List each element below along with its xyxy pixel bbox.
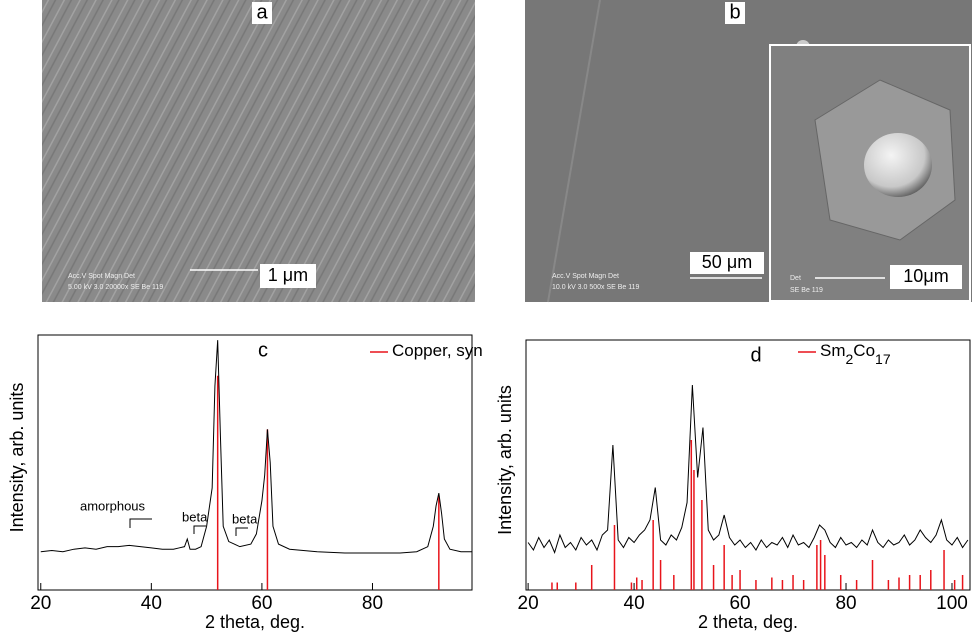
panel-label: c (258, 339, 268, 361)
x-tick-label: 40 (141, 593, 162, 614)
sem-info: Acc.V Spot Magn Det (552, 273, 619, 280)
pattern-line (40, 340, 472, 554)
panel-label: b (729, 1, 740, 23)
pattern-line (527, 384, 969, 554)
scale-box (890, 265, 962, 289)
x-tick-label: 80 (362, 593, 383, 614)
y-axis-label: Intensity, arb. units (495, 385, 515, 535)
x-tick-label: 100 (936, 593, 968, 614)
scale-box (260, 264, 316, 288)
x-tick-label: 80 (835, 593, 856, 614)
arrow (193, 525, 206, 534)
sem-image-b: b Acc.V Spot Magn Det 10.0 kV 3.0 500x S… (525, 0, 972, 303)
scale-label: 10μm (903, 266, 948, 286)
plot-frame (37, 334, 473, 591)
panel-label: d (750, 344, 761, 366)
sem-info: Acc.V Spot Magn Det (68, 273, 135, 280)
annotation: beta (232, 511, 258, 526)
annotation: beta (182, 509, 208, 524)
legend-label: Copper, syn (392, 341, 483, 360)
x-tick-label: 60 (729, 593, 750, 614)
x-tick-label: 20 (30, 593, 51, 614)
sem-info: Det (790, 275, 801, 282)
x-tick-label: 60 (251, 593, 272, 614)
scale-label: 1 μm (268, 265, 308, 285)
sem-info: SE Be 119 (790, 287, 823, 294)
sem-info: 10.0 kV 3.0 500x SE Be 119 (552, 284, 640, 291)
arrow (129, 518, 152, 528)
label-box (725, 2, 745, 24)
sem-info: 5.00 kV 3.0 20000x SE Be 119 (68, 284, 163, 291)
scale-label: 50 μm (702, 252, 752, 272)
x-tick-label: 40 (624, 593, 645, 614)
y-axis-label: Intensity, arb. units (7, 383, 27, 533)
x-axis-label: 2 theta, deg. (205, 612, 305, 632)
annotation-arrows (129, 518, 248, 536)
scratch (547, 0, 601, 303)
label-box (252, 2, 272, 24)
x-axis-label: 2 theta, deg. (698, 612, 798, 632)
x-tick-label: 20 (518, 593, 539, 614)
plot-frame (525, 339, 971, 591)
arrow (235, 527, 248, 536)
panel-label: a (256, 1, 268, 23)
scale-box (690, 252, 764, 274)
legend-label: Sm2Co17 (820, 341, 891, 366)
inset-sphere (864, 133, 932, 197)
annotation: amorphous (80, 498, 146, 513)
sem-image-a: a Acc.V Spot Magn Det 5.00 kV 3.0 20000x… (42, 0, 475, 302)
sem-background (42, 0, 475, 302)
